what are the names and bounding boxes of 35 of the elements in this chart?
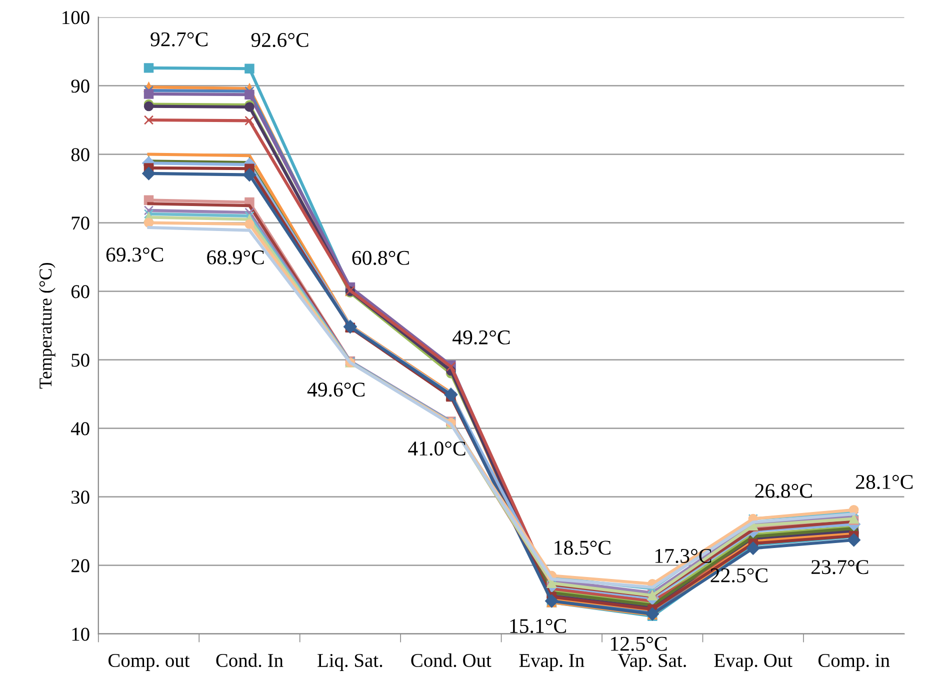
y-tick-label: 50 (72, 354, 90, 367)
y-tick-label: 10 (72, 628, 90, 641)
y-tick-label: 70 (72, 216, 90, 230)
annotation: 18.5°C (554, 540, 610, 555)
y-tick-label: 40 (70, 422, 90, 436)
x-tick-label: Cond. In (216, 653, 284, 668)
x-tick-label: Liq. Sat. (318, 654, 382, 671)
annotation: 41.0°C (408, 442, 466, 456)
y-tick-label: 80 (71, 148, 90, 162)
y-tick-label: 20 (71, 559, 90, 572)
annotation: 28.1°C (856, 474, 913, 490)
x-tick-label: Comp. out (108, 654, 190, 671)
y-axis-title: Temperature (°C) (38, 262, 56, 389)
annotation: 23.7°C (812, 560, 868, 574)
annotation: 17.3°C (655, 548, 712, 564)
y-tick-label: 30 (72, 490, 90, 504)
annotation: 49.2°C (452, 330, 510, 344)
annotation: 92.7°C (150, 32, 208, 46)
y-tick-label: 60 (71, 285, 90, 298)
annotation: 69.3°C (106, 248, 164, 262)
annotation: 68.9°C (207, 250, 264, 265)
y-tick-label: 100 (62, 11, 90, 24)
x-tick-label: Evap. Out (714, 654, 792, 671)
annotation: 12.5°C (610, 636, 667, 651)
annotation: 15.1°C (510, 618, 566, 634)
x-tick-label: Cond. Out (411, 653, 492, 668)
annotation: 26.8°C (755, 484, 812, 498)
annotation: 49.6°C (307, 382, 365, 397)
annotation: 92.6°C (251, 32, 308, 48)
x-tick-label: Evap. In (519, 654, 584, 671)
annotation: 22.5°C (710, 568, 768, 582)
x-tick-label: Comp. in (818, 654, 890, 671)
annotation: 60.8°C (352, 250, 409, 266)
x-tick-label: Vap. Sat. (618, 654, 686, 671)
y-tick-label: 90 (71, 80, 90, 93)
